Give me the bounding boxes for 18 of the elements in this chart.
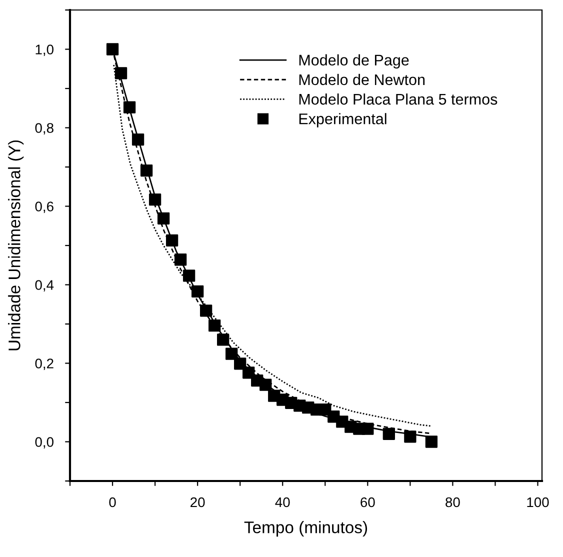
legend-label: Modelo de Newton [299, 74, 425, 86]
y-tick-label: 1,0 [36, 44, 54, 56]
x-tick-label: 60 [360, 497, 375, 508]
y-tick-label: 0,0 [35, 437, 54, 449]
x-tick-label: 80 [446, 497, 460, 508]
x-tick-label: 100 [527, 497, 549, 508]
legend-label: Modelo Placa Plana 5 termos [299, 93, 498, 105]
x-tick-label: 40 [275, 497, 290, 508]
legend-label: Modelo de Page [299, 54, 409, 69]
x-axis-title: Tempo (minutos) [244, 521, 368, 537]
x-tick-label: 0 [109, 497, 116, 508]
y-tick-label: 0,8 [35, 123, 54, 135]
y-axis-title: Umidade Unidimensional (Y) [8, 140, 24, 350]
x-tick-label: 20 [190, 497, 205, 508]
y-tick-label: 0,2 [35, 358, 54, 370]
legend-label: Experimental [299, 113, 386, 128]
y-tick-label: 0,6 [35, 202, 54, 214]
y-tick-label: 0,4 [35, 280, 54, 292]
